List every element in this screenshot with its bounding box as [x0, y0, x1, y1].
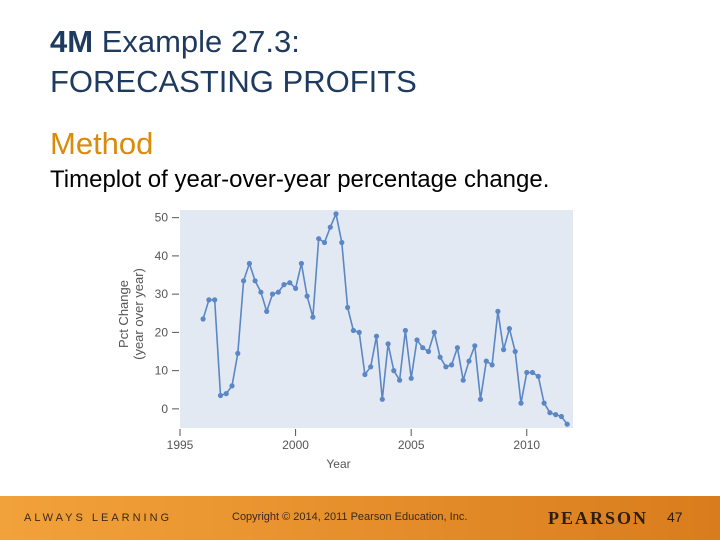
series-line [202, 211, 568, 425]
data-point [466, 358, 472, 364]
x-tick-label: 1995 [167, 438, 194, 452]
y-tick-label: 50 [155, 211, 169, 225]
data-point [414, 337, 420, 343]
data-point [477, 396, 484, 402]
data-point [241, 278, 247, 284]
data-point [460, 377, 466, 383]
data-point [345, 304, 351, 311]
data-point [443, 364, 449, 370]
data-point [298, 260, 304, 267]
data-point [431, 329, 437, 335]
y-tick-label: 0 [161, 402, 168, 416]
x-tick-label: 2005 [398, 438, 425, 452]
data-point [321, 239, 328, 246]
footer-copyright: Copyright © 2014, 2011 Pearson Education… [232, 511, 468, 523]
data-point [564, 421, 570, 427]
data-point [333, 211, 339, 217]
data-point [293, 285, 299, 291]
timeplot-chart: 0 10 20 30 40 50 1995 2000 2005 2010 Year Pct Chang… [116, 210, 573, 471]
data-point [483, 358, 489, 364]
data-point [391, 368, 397, 374]
data-point [425, 348, 432, 355]
data-point [217, 392, 224, 399]
y-tick-label: 20 [155, 325, 169, 339]
data-point [437, 354, 443, 360]
data-point [512, 348, 518, 355]
data-point [350, 327, 356, 334]
data-point [229, 383, 235, 389]
data-point [287, 280, 293, 286]
plot-area [180, 210, 573, 428]
footer-tagline: ALWAYS LEARNING [24, 512, 173, 524]
data-point [524, 369, 530, 376]
data-point [327, 224, 333, 230]
data-point [420, 345, 426, 351]
data-point [495, 308, 501, 314]
x-tick-label: 2010 [513, 438, 540, 452]
method-heading: Method [50, 126, 154, 161]
y-tick-label: 10 [155, 364, 169, 378]
slide-title-line2: FORECASTING PROFITS [50, 64, 417, 99]
data-point [235, 350, 241, 356]
data-point [362, 371, 368, 378]
data-point [223, 391, 229, 397]
data-point [501, 347, 507, 353]
data-point [454, 345, 460, 351]
data-point [246, 260, 252, 267]
data-point [275, 289, 281, 295]
title-example-number: 4M [50, 24, 94, 59]
y-tick-label: 40 [155, 249, 169, 263]
data-point [385, 341, 391, 347]
page-number: 47 [667, 509, 683, 525]
data-point [472, 343, 478, 349]
data-point [310, 314, 316, 320]
data-point [304, 293, 310, 299]
data-point [553, 412, 559, 418]
data-point [200, 316, 206, 322]
data-point [547, 410, 553, 416]
data-point [535, 373, 541, 379]
data-point [558, 413, 564, 420]
x-tick-label: 2000 [282, 438, 309, 452]
data-point [339, 239, 345, 246]
data-point [264, 308, 270, 314]
data-point [449, 362, 455, 368]
data-point [356, 329, 362, 335]
data-point [281, 282, 287, 288]
data-point [206, 297, 212, 303]
slide-title: 4M Example 27.3: [50, 22, 300, 62]
data-point [316, 236, 322, 242]
data-point [252, 278, 258, 284]
data-point [489, 362, 495, 368]
data-point [518, 400, 524, 406]
data-point [373, 333, 380, 339]
data-point [212, 297, 218, 303]
data-point [529, 369, 536, 376]
title-example-text: Example 27.3: [93, 24, 300, 59]
data-point [506, 326, 512, 332]
data-point [269, 291, 276, 297]
pearson-logo: PEARSON [548, 508, 649, 528]
data-point [541, 400, 547, 406]
data-point [408, 375, 414, 381]
method-description: Timeplot of year-over-year percentage ch… [50, 166, 550, 193]
data-point [397, 377, 403, 383]
y-axis-label: Pct Change(year over year) [116, 268, 146, 360]
footer-bar: ALWAYS LEARNING Copyright © 2014, 2011 P… [0, 496, 720, 540]
x-axis-label: Year [326, 457, 350, 471]
y-tick-label: 30 [155, 287, 169, 301]
data-point [402, 327, 408, 334]
data-point [379, 396, 385, 402]
data-point [258, 289, 264, 295]
data-point [368, 364, 374, 370]
